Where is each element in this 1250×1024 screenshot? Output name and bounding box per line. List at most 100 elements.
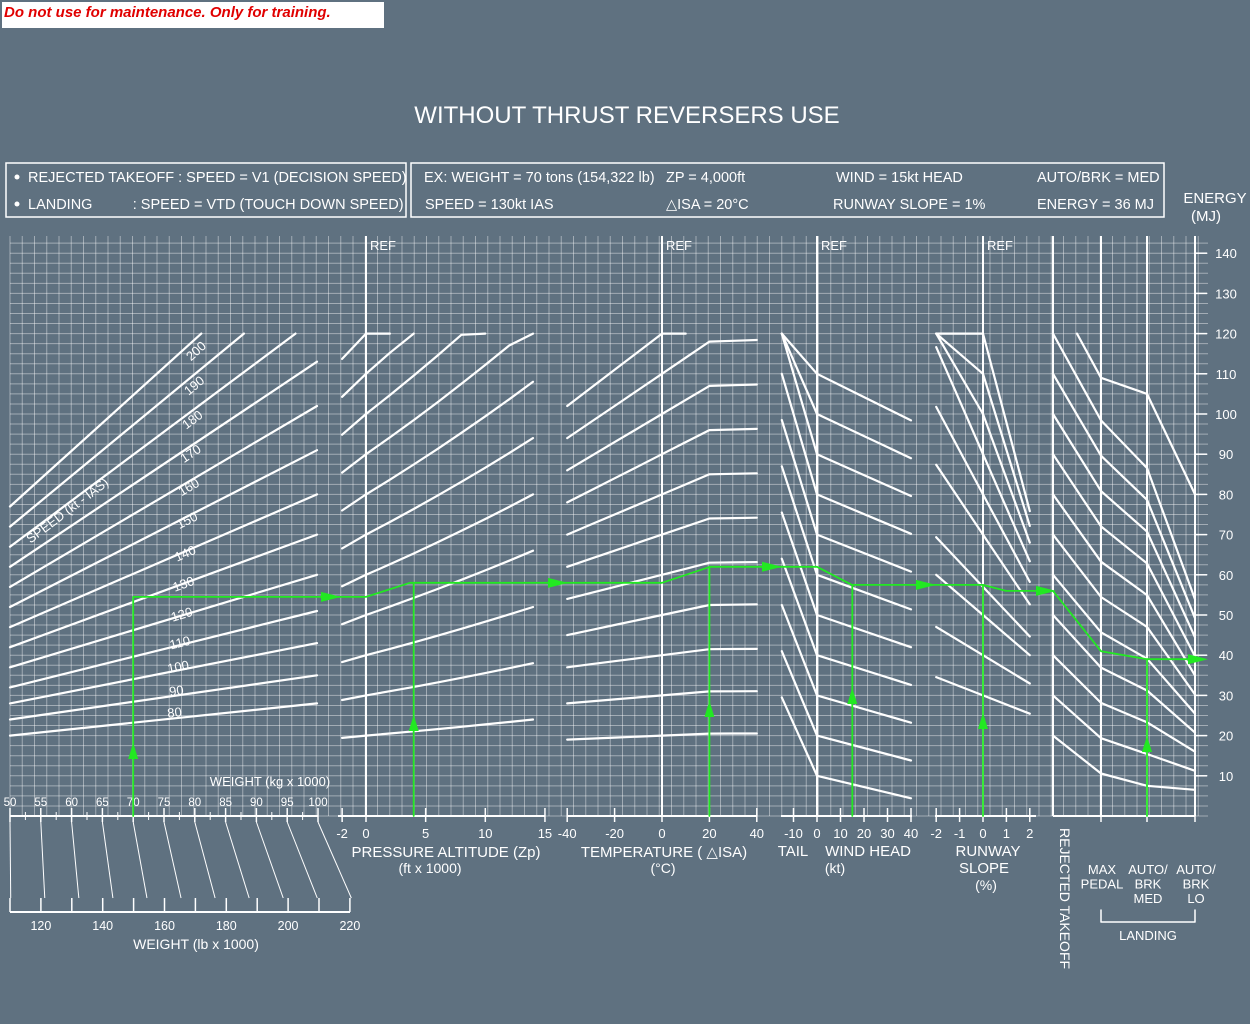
speed-label-110: 110: [168, 633, 192, 653]
weight-lb-tick-label: 140: [92, 919, 113, 933]
example-path-arrow: [762, 561, 782, 572]
altitude-line: [341, 549, 535, 626]
altitude-tick-label: 0: [362, 826, 369, 841]
weight-kg-tick-label: 50: [4, 797, 17, 809]
legend-bullet: [14, 174, 20, 180]
example-path-segment: [929, 584, 1051, 592]
weight-converter-line: [9, 821, 12, 899]
brake-line: [1051, 372, 1197, 620]
brake-line: [1051, 332, 1197, 601]
speed-line-110: [8, 609, 319, 689]
slope-unit: (%): [975, 877, 997, 893]
energy-tick-label: 110: [1216, 367, 1237, 382]
wind-tail-label: TAIL: [778, 843, 809, 860]
example-path-arrow: [548, 577, 568, 588]
temperature-unit: (°C): [650, 860, 675, 876]
brake-line: [1051, 654, 1197, 753]
weight-kg-tick-label: 65: [96, 797, 109, 809]
speed-label-100: 100: [166, 657, 190, 676]
altitude-ref-label: REF: [370, 238, 396, 253]
wind-tick-label: 40: [904, 826, 918, 841]
brake-line: [1051, 493, 1197, 677]
temperature-line: [566, 332, 687, 408]
weight-kg-label: WEIGHT (kg x 1000): [210, 774, 330, 789]
example-path-arrow: [1142, 736, 1152, 752]
temperature-tick-label: 40: [750, 826, 764, 841]
weight-converter-line: [194, 821, 216, 899]
altitude-tick-label: 15: [538, 826, 552, 841]
temperature-tick-label: 0: [658, 826, 665, 841]
wind-tick-label: 0: [813, 826, 820, 841]
speed-label-160: 160: [176, 475, 202, 499]
wind-tick-label: 30: [880, 826, 894, 841]
example-path-segment: [564, 565, 781, 584]
altitude-line: [341, 380, 535, 512]
example-autobrk: AUTO/BRK = MED: [1037, 170, 1160, 186]
speed-line-100: [8, 641, 319, 705]
brake-line: [1051, 533, 1197, 696]
example-wind: WIND = 15kt HEAD: [836, 170, 963, 186]
chart-curves: [8, 332, 1197, 800]
speed-line-200: [8, 332, 203, 508]
altitude-label: PRESSURE ALTITUDE (Zp): [352, 844, 541, 861]
example-path-segment: [132, 596, 341, 817]
max-pedal-label: PEDAL: [1081, 877, 1124, 892]
brake-line: [1051, 734, 1197, 791]
weight-lb-tick-label: 180: [216, 919, 237, 933]
example-path-arrow: [847, 688, 858, 704]
speed-label-180: 180: [179, 407, 205, 432]
legend-bullet: [14, 201, 20, 207]
weight-kg-tick-label: 75: [158, 797, 171, 809]
speed-line-150: [8, 449, 319, 609]
altitude-unit: (ft x 1000): [398, 860, 461, 876]
example-path-arrow: [321, 591, 341, 602]
example-path-arrow: [1036, 585, 1056, 596]
weight-kg-tick-label: 60: [65, 797, 78, 809]
temperature-ref-label: REF: [666, 238, 692, 253]
weight-lb-tick-label: 120: [30, 919, 51, 933]
brake-line: [1051, 412, 1197, 639]
energy-tick-label: 130: [1215, 286, 1237, 301]
speed-line-160: [8, 404, 319, 589]
weight-lb-tick-label: 220: [339, 919, 360, 933]
autobrk-med-label: MED: [1134, 891, 1163, 906]
speed-line-130: [8, 533, 319, 649]
temperature-tick-label: -20: [605, 826, 624, 841]
energy-tick-label: 90: [1219, 447, 1233, 462]
temperature-tick-label: -40: [558, 826, 577, 841]
energy-tick-label: 80: [1219, 487, 1233, 502]
landing-bracket: [1100, 909, 1196, 923]
altitude-line: [341, 493, 535, 588]
slope-label-2: SLOPE: [959, 860, 1009, 877]
example-path: [128, 561, 1208, 817]
example-slope: RUNWAY SLOPE = 1%: [833, 197, 986, 213]
slope-tick-label: -1: [954, 826, 966, 841]
slope-label: RUNWAY: [956, 843, 1021, 860]
legend-box: [5, 162, 407, 218]
example-energy: ENERGY = 36 MJ: [1037, 197, 1154, 213]
speed-label-200: 200: [183, 338, 209, 364]
example-weight: EX: WEIGHT = 70 tons (154,322 lb): [424, 170, 655, 186]
weight-lb-tick-label: 160: [154, 919, 175, 933]
temperature-label: TEMPERATURE ( △ISA): [581, 844, 747, 861]
example-path-segment: [339, 581, 566, 598]
example-isa: △ISA = 20°C: [666, 197, 749, 213]
speed-label-140: 140: [172, 542, 198, 564]
chart-title: WITHOUT THRUST REVERSERS USE: [414, 102, 839, 129]
wind-tick-label: -10: [784, 826, 803, 841]
altitude-line: [341, 437, 535, 550]
speed-label-120: 120: [169, 604, 194, 625]
speed-label-90: 90: [168, 682, 184, 699]
altitude-tick-label: 10: [478, 826, 492, 841]
example-box: [410, 162, 1165, 218]
brake-line: [1051, 453, 1197, 658]
altitude-line: [341, 662, 535, 702]
example-path-arrow: [704, 701, 715, 717]
max-pedal-label: MAX: [1088, 862, 1117, 877]
rejected-takeoff-label: REJECTED TAKEOFF: [1057, 828, 1073, 969]
slope-tick-label: 0: [979, 826, 986, 841]
weight-lb-tick-label: 200: [278, 919, 299, 933]
weight-kg-tick-label: 85: [219, 797, 232, 809]
